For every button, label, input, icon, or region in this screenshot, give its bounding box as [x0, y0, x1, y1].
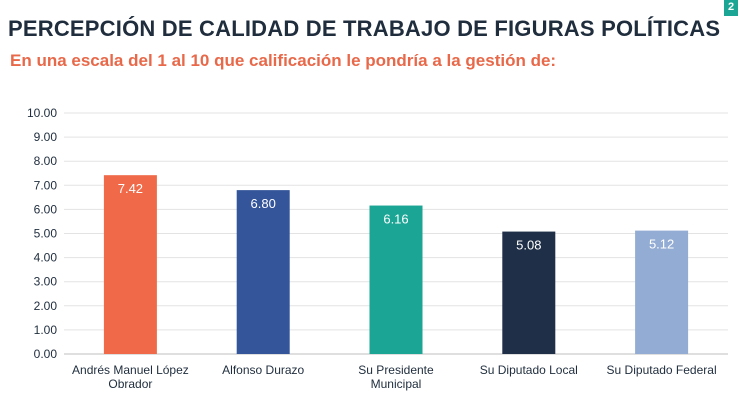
x-category-label: Su Diputado Local — [480, 363, 578, 377]
x-category-label-line: Su Presidente — [358, 363, 434, 377]
chart-bars — [103, 175, 689, 354]
y-tick-label: 10.00 — [27, 106, 57, 120]
bar — [635, 230, 689, 354]
x-category-label-line: Andrés Manuel López — [72, 363, 189, 377]
bar — [502, 231, 556, 354]
y-tick-label: 0.00 — [34, 347, 58, 361]
bar-value-labels: 7.42 6.80 6.16 5.08 5.12 — [118, 181, 675, 252]
y-tick-label: 4.00 — [34, 251, 58, 265]
y-tick-label: 1.00 — [34, 323, 58, 337]
page-title: PERCEPCIÓN DE CALIDAD DE TRABAJO DE FIGU… — [8, 16, 721, 41]
bar-value-label: 5.08 — [516, 238, 541, 253]
x-category-label-line: Obrador — [108, 377, 152, 391]
y-tick-label: 2.00 — [34, 299, 58, 313]
y-tick-label: 9.00 — [34, 130, 58, 144]
y-tick-label: 7.00 — [34, 178, 58, 192]
x-category-label: Alfonso Durazo — [222, 363, 304, 377]
y-tick-label: 5.00 — [34, 227, 58, 241]
bar-value-label: 7.42 — [118, 181, 143, 196]
bar-value-label: 6.80 — [251, 196, 276, 211]
y-axis: 0.00 1.00 2.00 3.00 4.00 5.00 6.00 7.00 8.00 9.00… — [27, 106, 57, 361]
y-tick-label: 8.00 — [34, 154, 58, 168]
x-category-label: Su Presidente Municipal — [358, 363, 434, 391]
y-tick-label: 3.00 — [34, 275, 58, 289]
x-category-label-line: Su Diputado Federal — [607, 363, 717, 377]
y-tick-label: 6.00 — [34, 202, 58, 216]
x-category-label-line: Municipal — [371, 377, 422, 391]
bar-value-label: 5.12 — [649, 237, 674, 252]
x-category-label-line: Su Diputado Local — [480, 363, 578, 377]
x-category-label: Andrés Manuel López Obrador — [72, 363, 189, 391]
bar — [103, 175, 157, 354]
page-number-badge: 2 — [724, 0, 738, 16]
x-axis: Andrés Manuel López Obrador Alfonso Durazo… — [72, 363, 717, 391]
bar — [236, 190, 290, 354]
bar — [369, 205, 423, 354]
bar-value-label: 6.16 — [383, 212, 408, 227]
x-category-label-line: Alfonso Durazo — [222, 363, 304, 377]
page-subtitle: En una escala del 1 al 10 que calificaci… — [10, 51, 557, 70]
x-category-label: Su Diputado Federal — [607, 363, 717, 377]
